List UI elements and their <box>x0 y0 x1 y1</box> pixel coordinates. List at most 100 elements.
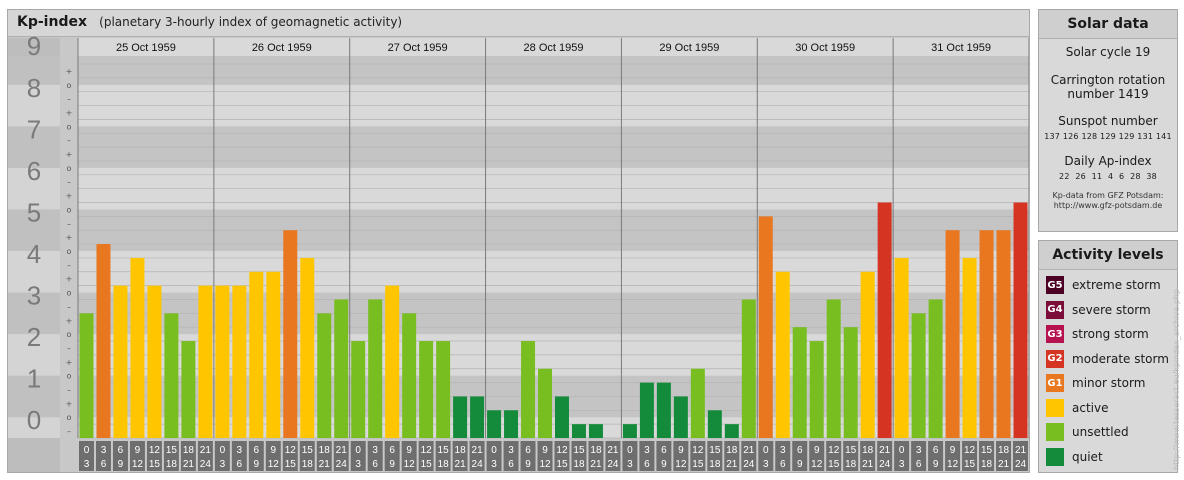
interval-cell <box>333 441 349 471</box>
kp-bar <box>79 313 94 438</box>
interval-cell <box>571 441 587 471</box>
kp-bar <box>622 424 637 438</box>
interval-end-label: 18 <box>166 459 178 470</box>
chart-title-bar: Kp-index (planetary 3-hourly index of ge… <box>8 10 1029 37</box>
kp-bar <box>945 230 960 438</box>
interval-end-label: 9 <box>389 459 395 470</box>
kp-index-panel: Kp-index (planetary 3-hourly index of ge… <box>7 9 1030 473</box>
interval-end-label: 21 <box>183 459 195 470</box>
legend-swatch: G2 <box>1046 349 1064 368</box>
legend-swatch: G4 <box>1046 300 1064 319</box>
kp-bar <box>928 299 943 438</box>
interval-cell <box>673 441 689 471</box>
legend-row-unsettled: unsettled <box>1046 422 1176 442</box>
interval-cell <box>554 441 570 471</box>
legend-swatch <box>1046 423 1064 441</box>
interval-cell <box>860 441 876 471</box>
sub-tick-label: – <box>67 427 71 436</box>
interval-cell <box>146 441 162 471</box>
kp-bar <box>113 285 128 438</box>
kp-bar <box>368 299 383 438</box>
carrington-line-1: Carrington rotation <box>1050 73 1166 87</box>
interval-cell <box>401 441 417 471</box>
sub-tick-label: o <box>67 247 72 256</box>
label-band-6 <box>8 167 60 210</box>
interval-cell <box>690 441 706 471</box>
interval-end-label: 12 <box>811 459 823 470</box>
kp-bar <box>979 230 994 438</box>
interval-end-label: 24 <box>607 459 619 470</box>
interval-start-label: 21 <box>200 445 212 456</box>
interval-cell <box>231 441 247 471</box>
sub-tick-label: + <box>66 192 73 201</box>
label-band-3 <box>8 292 60 335</box>
interval-start-label: 15 <box>302 445 314 456</box>
sub-tick-label: o <box>67 81 72 90</box>
legend-row-extreme-storm: G5 extreme storm <box>1046 275 1176 295</box>
y-tick-label: 3 <box>27 281 41 311</box>
kp-bar <box>317 313 332 438</box>
solar-cycle: Solar cycle 19 <box>1065 45 1151 59</box>
interval-start-label: 15 <box>981 445 993 456</box>
kp-bar <box>470 396 485 438</box>
y-tick-label: 8 <box>27 73 41 103</box>
source-line-1: Kp-data from GFZ Potsdam: <box>1052 191 1164 200</box>
interval-end-label: 24 <box>200 459 212 470</box>
interval-end-label: 12 <box>132 459 144 470</box>
interval-start-label: 12 <box>285 445 297 456</box>
kp-bar <box>724 424 739 438</box>
interval-end-label: 12 <box>539 459 551 470</box>
sub-tick-label: – <box>67 386 71 395</box>
interval-start-label: 3 <box>237 445 243 456</box>
interval-end-label: 3 <box>355 459 361 470</box>
source-link[interactable]: http://www.gfz-potsdam.de <box>1053 201 1163 210</box>
interval-cell <box>214 441 230 471</box>
interval-cell <box>197 441 213 471</box>
interval-start-label: 9 <box>678 445 684 456</box>
legend-row-moderate-storm: G2 moderate storm <box>1046 349 1176 369</box>
sub-tick-label: + <box>66 150 73 159</box>
interval-start-label: 6 <box>525 445 531 456</box>
label-band-8 <box>8 84 60 127</box>
interval-cell <box>384 441 400 471</box>
interval-cell <box>503 441 519 471</box>
label-band-9 <box>8 56 60 85</box>
sub-tick-label: + <box>66 399 73 408</box>
kp-bar <box>588 424 603 438</box>
sub-tick-label: – <box>67 219 71 228</box>
interval-start-label: 6 <box>797 445 803 456</box>
sub-tick-label: o <box>67 289 72 298</box>
legend-label: extreme storm <box>1072 278 1161 292</box>
interval-start-label: 21 <box>879 445 891 456</box>
interval-end-label: 18 <box>709 459 721 470</box>
legend-swatch <box>1046 447 1064 466</box>
kp-bar <box>266 271 281 438</box>
kp-bar <box>639 382 654 438</box>
kp-bar <box>962 257 977 438</box>
kp-bar <box>775 271 790 438</box>
legend-label: active <box>1072 400 1109 415</box>
legend-label: severe storm <box>1072 302 1151 317</box>
kp-bar <box>232 285 247 438</box>
interval-cell <box>163 441 179 471</box>
legend-row-severe-storm: G4 severe storm <box>1046 300 1176 320</box>
interval-end-label: 3 <box>627 459 633 470</box>
sub-tick-label: – <box>67 178 71 187</box>
interval-end-label: 6 <box>237 459 243 470</box>
interval-cell <box>129 441 145 471</box>
interval-end-label: 15 <box>556 459 568 470</box>
interval-start-label: 15 <box>845 445 857 456</box>
interval-cell <box>282 441 298 471</box>
kp-bar <box>300 257 315 438</box>
kp-bar <box>809 341 824 438</box>
interval-cell <box>299 441 315 471</box>
carrington-line-2: number 1419 <box>1067 87 1149 101</box>
interval-start-label: 0 <box>491 445 497 456</box>
interval-start-label: 21 <box>607 445 619 456</box>
interval-end-label: 18 <box>438 459 450 470</box>
interval-cell <box>894 441 910 471</box>
interval-cell <box>622 441 638 471</box>
kp-bar <box>351 341 366 438</box>
interval-cell <box>452 441 468 471</box>
interval-cell <box>1013 441 1028 471</box>
